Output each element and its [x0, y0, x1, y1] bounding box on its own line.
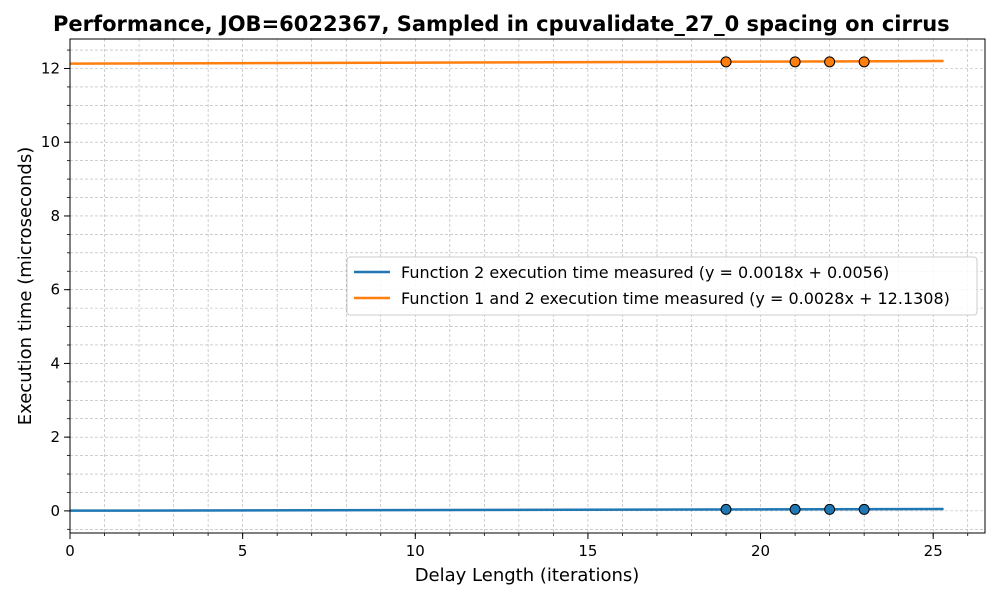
x-axis-label: Delay Length (iterations): [415, 565, 640, 586]
legend-entry-function-1-and-2: Function 1 and 2 execution time measured…: [401, 289, 950, 308]
y-axis-label: Execution time (microseconds): [15, 147, 36, 426]
axes: [69, 38, 986, 534]
data-point-series-0: [789, 503, 801, 515]
y-tick-label: 2: [50, 428, 60, 446]
x-tick-label: 0: [65, 542, 75, 560]
x-tick-label: 20: [751, 542, 770, 560]
y-tick-label: 0: [50, 502, 60, 520]
y-tick-label: 4: [50, 354, 60, 372]
data-point-series-0: [824, 503, 836, 515]
data-point-series-0: [720, 503, 732, 515]
y-tick-label: 12: [41, 59, 60, 77]
y-tick-label: 6: [50, 281, 60, 299]
data-point-series-1: [720, 56, 732, 68]
data-points: [720, 56, 870, 515]
tick-labels: 0 5 10 15 20 25 0 2 4 6 8 10 12: [41, 49, 969, 560]
legend-entry-function-2: Function 2 execution time measured (y = …: [401, 263, 889, 282]
x-tick-label: 15: [578, 542, 597, 560]
data-point-series-1: [789, 56, 801, 68]
data-point-series-0: [858, 503, 870, 515]
x-tick-label: 25: [924, 542, 943, 560]
x-tick-label: 10: [406, 542, 425, 560]
chart-title: Performance, JOB=6022367, Sampled in cpu…: [53, 12, 950, 36]
fit-line-series-0: [69, 507, 944, 512]
legend-box: [346, 256, 978, 316]
x-tick-label: 5: [238, 542, 248, 560]
data-point-series-1: [824, 56, 836, 68]
data-point-series-1: [858, 56, 870, 68]
y-tick-label: 10: [41, 133, 60, 151]
plot-frame: [69, 38, 986, 534]
y-tick-label: 8: [50, 207, 60, 225]
legend: Function 2 execution time measured (y = …: [346, 256, 978, 316]
